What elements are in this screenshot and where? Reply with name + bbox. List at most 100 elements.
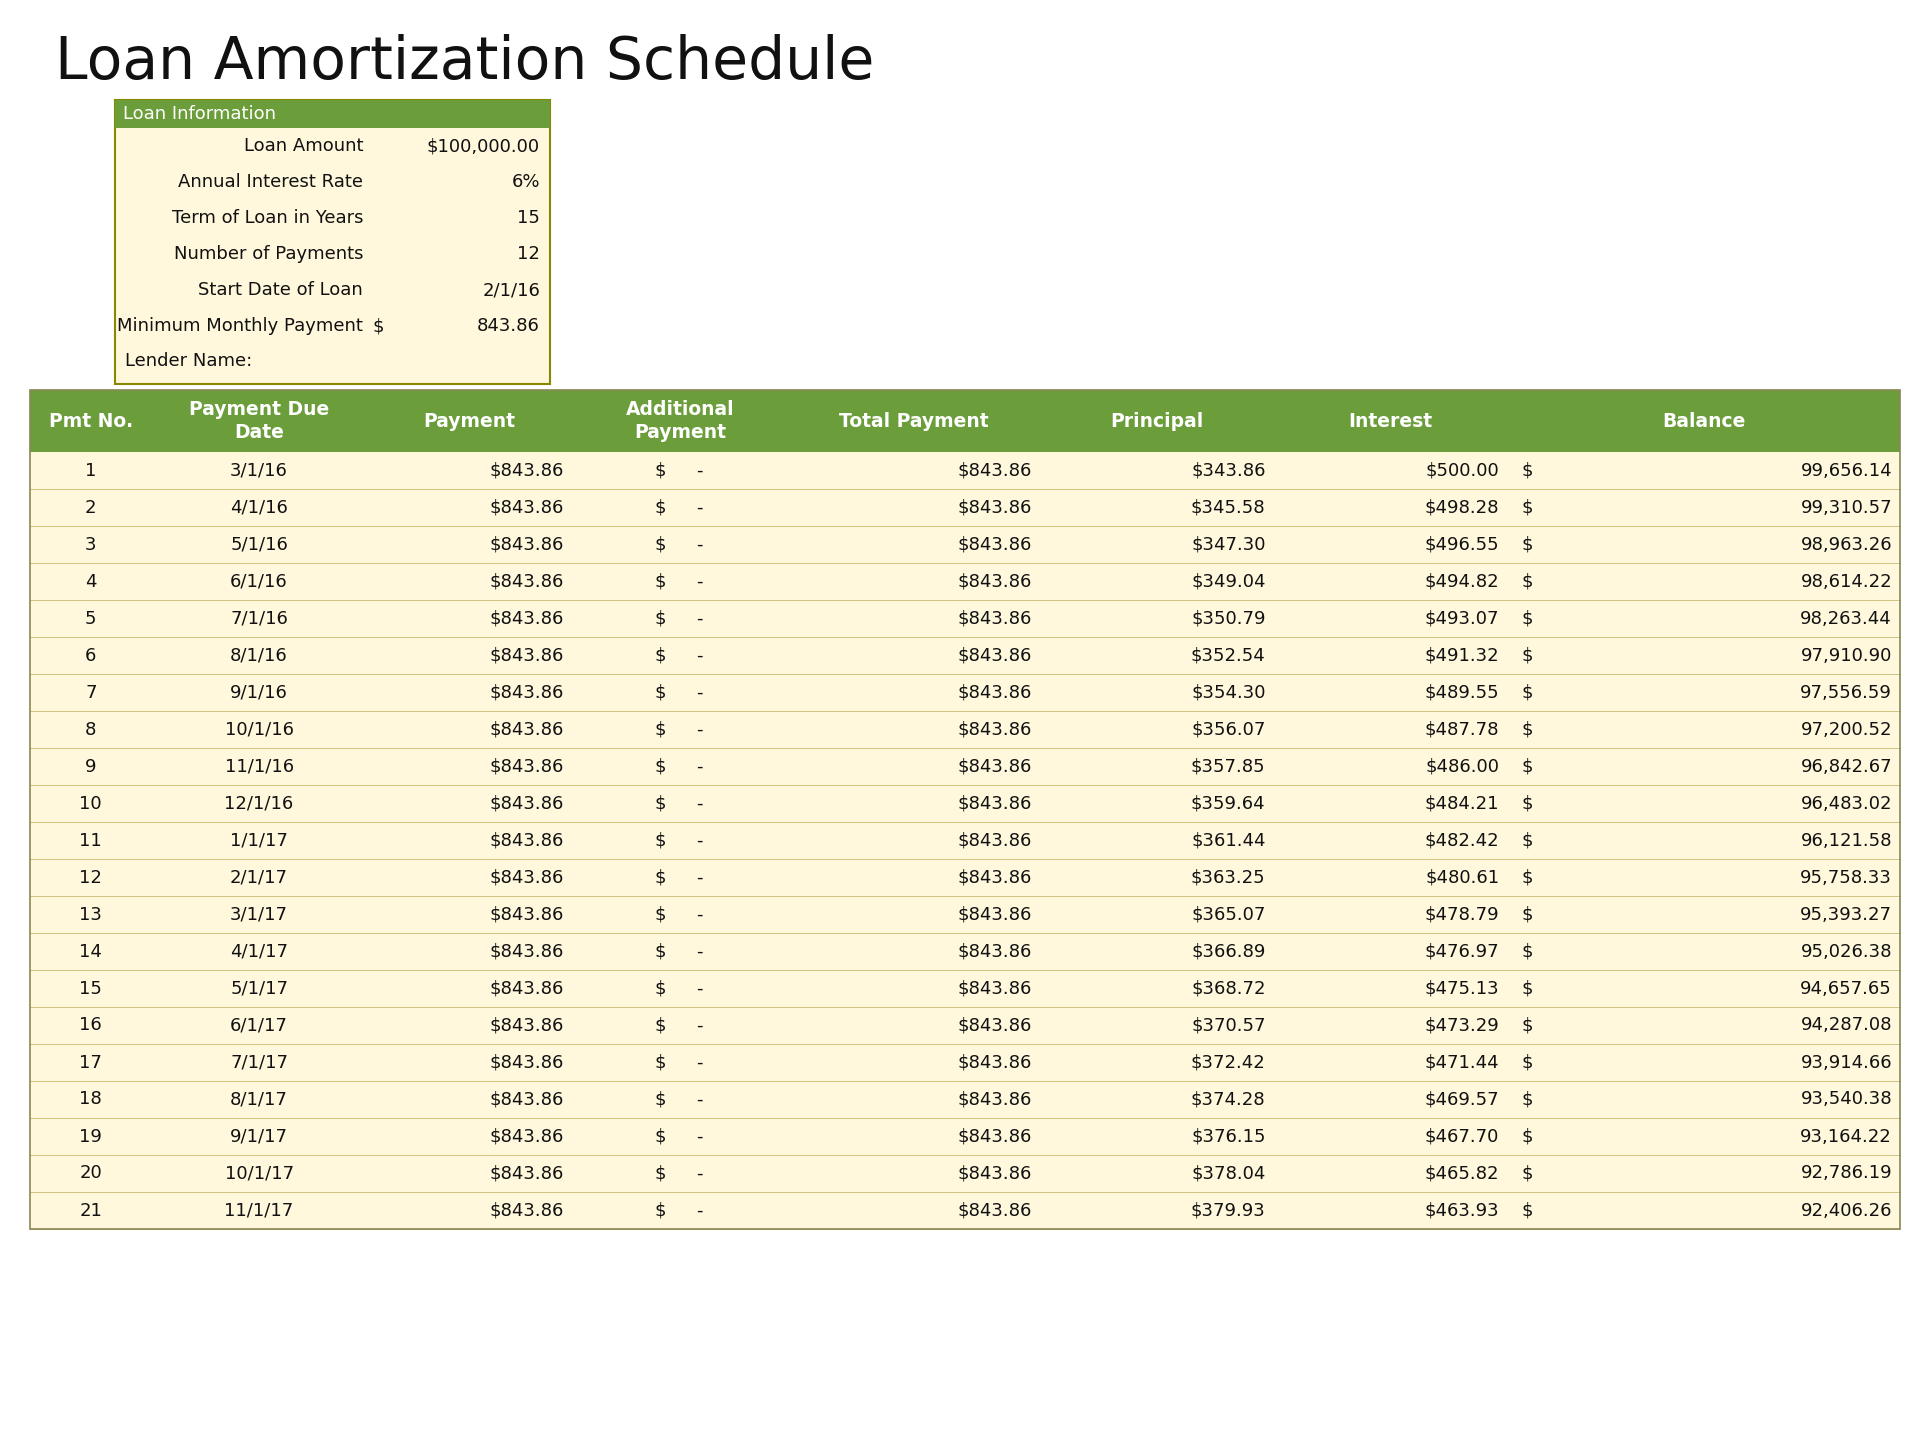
Text: 15: 15 bbox=[516, 209, 540, 227]
Bar bbox=[31, 526, 1901, 563]
Text: $: $ bbox=[655, 1165, 666, 1183]
Text: $361.44: $361.44 bbox=[1190, 832, 1265, 849]
Text: $: $ bbox=[655, 1090, 666, 1109]
Text: 11/1/16: 11/1/16 bbox=[225, 757, 294, 776]
Text: $486.00: $486.00 bbox=[1425, 757, 1500, 776]
Text: $376.15: $376.15 bbox=[1190, 1127, 1265, 1146]
Text: 5/1/16: 5/1/16 bbox=[230, 536, 288, 553]
Text: $: $ bbox=[655, 1202, 666, 1219]
Text: 5/1/17: 5/1/17 bbox=[230, 979, 288, 997]
Text: $843.86: $843.86 bbox=[490, 943, 564, 960]
Bar bbox=[31, 452, 1901, 489]
Text: 1: 1 bbox=[84, 462, 96, 480]
Text: $843.86: $843.86 bbox=[490, 646, 564, 664]
Text: $843.86: $843.86 bbox=[490, 979, 564, 997]
Text: $843.86: $843.86 bbox=[490, 832, 564, 849]
Bar bbox=[31, 1117, 1901, 1155]
Text: $843.86: $843.86 bbox=[958, 1127, 1031, 1146]
Text: $489.55: $489.55 bbox=[1425, 683, 1500, 702]
Text: 9/1/16: 9/1/16 bbox=[230, 683, 288, 702]
Text: 5: 5 bbox=[84, 610, 96, 627]
Text: Loan Amount: Loan Amount bbox=[244, 137, 363, 154]
Text: -: - bbox=[697, 499, 703, 516]
Text: 15: 15 bbox=[79, 979, 102, 997]
Text: $843.86: $843.86 bbox=[958, 1090, 1031, 1109]
Text: $363.25: $363.25 bbox=[1190, 869, 1265, 886]
Text: $493.07: $493.07 bbox=[1425, 610, 1500, 627]
Text: $491.32: $491.32 bbox=[1425, 646, 1500, 664]
Text: $345.58: $345.58 bbox=[1190, 499, 1265, 516]
Text: $: $ bbox=[1521, 573, 1532, 590]
Text: 6: 6 bbox=[84, 646, 96, 664]
Text: $357.85: $357.85 bbox=[1190, 757, 1265, 776]
Text: Interest: Interest bbox=[1348, 412, 1432, 430]
Text: -: - bbox=[697, 573, 703, 590]
Text: 18: 18 bbox=[79, 1090, 102, 1109]
Text: $100,000.00: $100,000.00 bbox=[426, 137, 540, 154]
Text: $: $ bbox=[655, 757, 666, 776]
Text: -: - bbox=[697, 979, 703, 997]
Text: $: $ bbox=[1521, 832, 1532, 849]
Bar bbox=[31, 390, 1901, 452]
Text: 14: 14 bbox=[79, 943, 102, 960]
Text: $498.28: $498.28 bbox=[1425, 499, 1500, 516]
Bar bbox=[31, 747, 1901, 785]
Text: Loan Amortization Schedule: Loan Amortization Schedule bbox=[56, 33, 874, 90]
Text: $: $ bbox=[1521, 979, 1532, 997]
Text: 9/1/17: 9/1/17 bbox=[230, 1127, 288, 1146]
Bar bbox=[31, 859, 1901, 896]
Text: $482.42: $482.42 bbox=[1425, 832, 1500, 849]
Text: $843.86: $843.86 bbox=[958, 1165, 1031, 1183]
Text: 4/1/17: 4/1/17 bbox=[230, 943, 288, 960]
Text: $: $ bbox=[1521, 1127, 1532, 1146]
Text: $843.86: $843.86 bbox=[958, 1202, 1031, 1219]
Text: 20: 20 bbox=[79, 1165, 102, 1183]
Text: $359.64: $359.64 bbox=[1190, 795, 1265, 813]
Text: $471.44: $471.44 bbox=[1425, 1053, 1500, 1072]
Text: $843.86: $843.86 bbox=[490, 757, 564, 776]
Text: -: - bbox=[697, 906, 703, 923]
Text: 8: 8 bbox=[84, 720, 96, 739]
Text: $843.86: $843.86 bbox=[490, 906, 564, 923]
Text: $843.86: $843.86 bbox=[490, 795, 564, 813]
Text: -: - bbox=[697, 943, 703, 960]
Text: 4: 4 bbox=[84, 573, 96, 590]
Text: -: - bbox=[697, 1016, 703, 1035]
Text: 21: 21 bbox=[79, 1202, 102, 1219]
Text: $: $ bbox=[1521, 943, 1532, 960]
Text: $843.86: $843.86 bbox=[958, 573, 1031, 590]
Text: $: $ bbox=[372, 317, 384, 334]
Text: 98,614.22: 98,614.22 bbox=[1801, 573, 1891, 590]
Text: 98,263.44: 98,263.44 bbox=[1801, 610, 1891, 627]
Text: $487.78: $487.78 bbox=[1425, 720, 1500, 739]
Text: 10/1/16: 10/1/16 bbox=[225, 720, 294, 739]
Text: $843.86: $843.86 bbox=[490, 1016, 564, 1035]
Text: $843.86: $843.86 bbox=[958, 462, 1031, 480]
Bar bbox=[31, 785, 1901, 822]
Text: $843.86: $843.86 bbox=[490, 720, 564, 739]
Text: $843.86: $843.86 bbox=[958, 757, 1031, 776]
Text: 97,200.52: 97,200.52 bbox=[1801, 720, 1891, 739]
Text: Number of Payments: Number of Payments bbox=[173, 244, 363, 263]
Text: 97,910.90: 97,910.90 bbox=[1801, 646, 1891, 664]
Text: $372.42: $372.42 bbox=[1190, 1053, 1265, 1072]
Text: 2: 2 bbox=[84, 499, 96, 516]
Text: $: $ bbox=[655, 573, 666, 590]
Text: 6/1/16: 6/1/16 bbox=[230, 573, 288, 590]
Text: $: $ bbox=[655, 1127, 666, 1146]
Text: $843.86: $843.86 bbox=[958, 979, 1031, 997]
Text: 96,842.67: 96,842.67 bbox=[1801, 757, 1891, 776]
Text: $843.86: $843.86 bbox=[958, 906, 1031, 923]
Text: 95,758.33: 95,758.33 bbox=[1801, 869, 1891, 886]
Text: $: $ bbox=[1521, 499, 1532, 516]
Text: $349.04: $349.04 bbox=[1190, 573, 1265, 590]
Text: 12/1/16: 12/1/16 bbox=[225, 795, 294, 813]
Bar bbox=[31, 637, 1901, 674]
Text: 11: 11 bbox=[79, 832, 102, 849]
Bar bbox=[31, 712, 1901, 747]
Text: $: $ bbox=[1521, 757, 1532, 776]
Text: 93,164.22: 93,164.22 bbox=[1801, 1127, 1891, 1146]
Text: 96,483.02: 96,483.02 bbox=[1801, 795, 1891, 813]
Text: -: - bbox=[697, 1127, 703, 1146]
Text: $: $ bbox=[655, 906, 666, 923]
